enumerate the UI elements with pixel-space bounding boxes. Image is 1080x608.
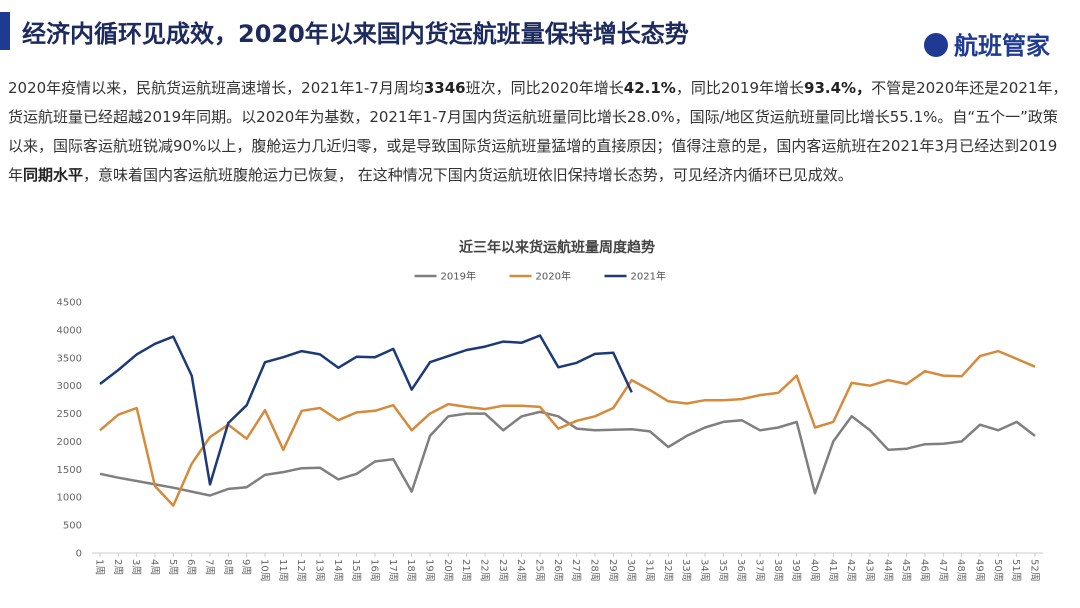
x-tick-label: 21周 (460, 559, 472, 582)
x-tick-label: 7周 (204, 559, 216, 575)
x-tick-label: 15周 (350, 559, 362, 582)
x-tick-label: 10周 (259, 559, 271, 582)
x-tick-label: 47周 (937, 559, 949, 582)
x-tick-label: 18周 (405, 559, 417, 582)
x-tick-label: 31周 (644, 559, 656, 582)
x-tick-label: 27周 (570, 559, 582, 582)
series-line (99, 349, 1036, 507)
x-tick-label: 22周 (479, 559, 491, 582)
x-tick-label: 40周 (809, 559, 821, 582)
x-tick-label: 38周 (772, 559, 784, 582)
x-tick-label: 11周 (277, 559, 289, 582)
x-tick-label: 39周 (790, 559, 802, 582)
x-tick-label: 1周 (94, 559, 106, 575)
x-tick-label: 51周 (1010, 559, 1022, 582)
legend-label: 2020年 (536, 270, 571, 283)
x-tick-label: 30周 (625, 559, 637, 582)
x-tick-label: 52周 (1029, 559, 1041, 582)
x-tick-label: 16周 (369, 559, 381, 582)
x-tick-label: 44周 (882, 559, 894, 582)
y-tick-label: 0 (76, 549, 82, 560)
x-tick-label: 2周 (112, 559, 124, 575)
x-tick-label: 12周 (295, 559, 307, 582)
paragraph-run: ，意味着国内客运航班腹舱运力已恢复， 在这种情况下国内货运航班依旧保持增长态势，… (83, 166, 853, 184)
x-tick-label: 24周 (515, 559, 527, 582)
series-line (99, 334, 633, 486)
x-tick-label: 20周 (442, 559, 454, 582)
y-tick-label: 1000 (57, 493, 82, 504)
paragraph-run: 93.4%， (804, 79, 872, 97)
x-tick-label: 23周 (497, 559, 509, 582)
title-bar (0, 12, 10, 50)
x-tick-label: 42周 (845, 559, 857, 582)
y-tick-label: 4000 (57, 325, 82, 336)
x-tick-label: 9周 (240, 559, 252, 575)
x-tick-label: 37周 (754, 559, 766, 582)
x-tick-label: 50周 (992, 559, 1004, 582)
paragraph-run: 42.1% (623, 79, 676, 97)
legend-label: 2021年 (631, 270, 666, 283)
x-tick-label: 43周 (864, 559, 876, 582)
x-tick-label: 3周 (130, 559, 142, 575)
slide-title: 经济内循环见成效，2020年以来国内货运航班量保持增长态势 (22, 20, 689, 48)
x-tick-label: 25周 (534, 559, 546, 582)
y-tick-label: 4500 (57, 298, 82, 309)
y-tick-label: 3000 (57, 381, 82, 392)
y-tick-label: 3500 (57, 353, 82, 364)
x-tick-label: 48周 (955, 559, 967, 582)
paragraph-run: 3346 (423, 79, 466, 97)
paragraph-run: 不管是2020年还是2021年，货运航班量已经超越2019年同期。以2020年为… (8, 79, 1068, 184)
x-tick-label: 8周 (222, 559, 234, 575)
x-tick-label: 19周 (424, 559, 436, 582)
y-tick-label: 500 (63, 521, 82, 532)
x-tick-label: 49周 (974, 559, 986, 582)
x-tick-label: 17周 (387, 559, 399, 582)
series-line (99, 410, 1036, 497)
x-tick-label: 32周 (662, 559, 674, 582)
x-tick-label: 46周 (919, 559, 931, 582)
x-tick-label: 36周 (735, 559, 747, 582)
x-tick-label: 35周 (717, 559, 729, 582)
x-tick-label: 14周 (332, 559, 344, 582)
x-tick-label: 41周 (827, 559, 839, 582)
x-tick-label: 45周 (900, 559, 912, 582)
x-tick-label: 34周 (699, 559, 711, 582)
chart-title: 近三年以来货运航班量周度趋势 (459, 239, 655, 256)
x-tick-label: 6周 (185, 559, 197, 575)
x-tick-label: 29周 (607, 559, 619, 582)
y-tick-label: 2000 (57, 437, 82, 448)
x-tick-label: 4周 (149, 559, 161, 575)
x-tick-label: 5周 (167, 559, 179, 575)
paragraph: 2020年疫情以来，民航货运航班高速增长，2021年1-7月周均3346班次，同… (8, 74, 1070, 190)
paragraph-run: 2020年疫情以来，民航货运航班高速增长，2021年1-7月周均 (8, 79, 424, 97)
logo: 航班管家 (924, 26, 1050, 61)
y-tick-label: 1500 (57, 465, 82, 476)
paragraph-run: 班次，同比2020年增长 (465, 79, 624, 97)
logo-text: 航班管家 (954, 32, 1050, 60)
paragraph-run: 同期水平 (23, 166, 84, 184)
logo-icon (924, 33, 948, 57)
x-tick-label: 13周 (314, 559, 326, 582)
x-tick-label: 26周 (552, 559, 564, 582)
y-tick-label: 2500 (57, 409, 82, 420)
legend-label: 2019年 (441, 270, 476, 283)
x-tick-label: 33周 (680, 559, 692, 582)
x-tick-label: 28周 (589, 559, 601, 582)
paragraph-run: ，同比2019年增长 (675, 79, 805, 97)
